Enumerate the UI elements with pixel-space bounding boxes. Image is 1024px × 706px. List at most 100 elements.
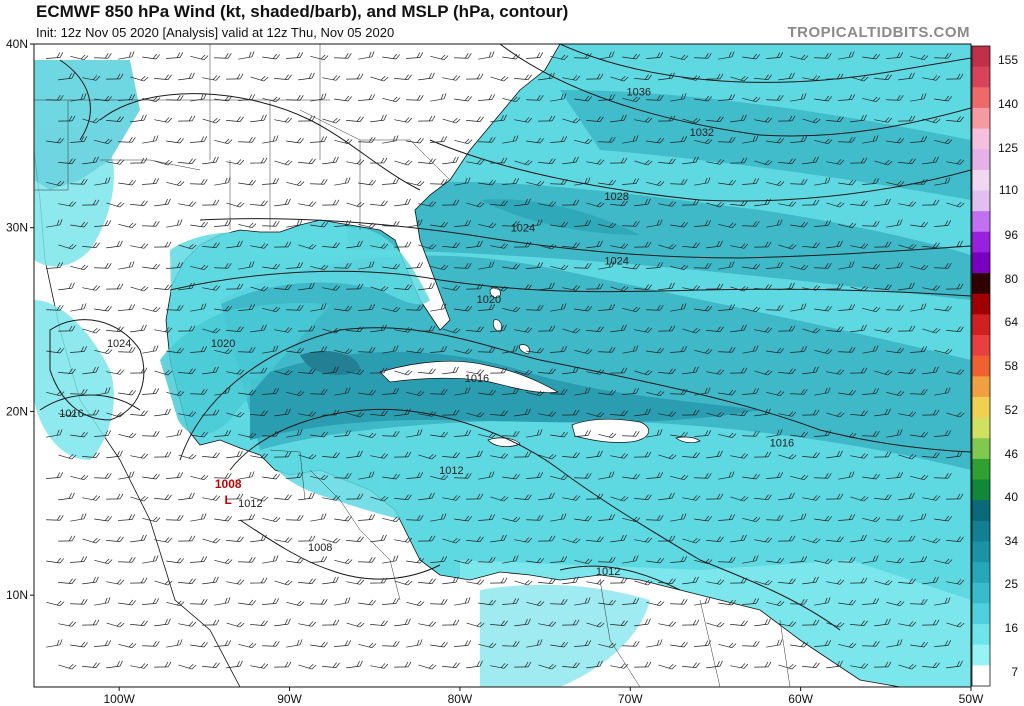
wind-barb xyxy=(154,198,171,207)
wind-barb xyxy=(490,410,508,416)
wind-barb xyxy=(274,408,291,417)
wind-barb xyxy=(850,286,869,292)
wind-barb xyxy=(406,52,424,59)
wind-barb xyxy=(538,158,556,164)
wind-barb xyxy=(574,515,593,522)
wind-barb xyxy=(118,642,137,649)
colorbar-label: 80 xyxy=(1005,272,1019,286)
wind-barb xyxy=(634,241,652,248)
isobar-1020 xyxy=(169,270,971,297)
wind-barb xyxy=(586,536,604,542)
colorbar-label: 140 xyxy=(998,97,1018,111)
wind-barb xyxy=(754,284,772,290)
wind-barb xyxy=(358,432,377,439)
wind-barb xyxy=(382,345,399,354)
wind-barb xyxy=(382,641,400,647)
wind-barb xyxy=(334,53,352,59)
wind-barb xyxy=(454,597,471,606)
wind-barb xyxy=(766,515,784,521)
wind-barb xyxy=(346,116,364,122)
wind-barb xyxy=(442,452,460,458)
wind-barb xyxy=(634,580,653,586)
wind-barb xyxy=(298,282,315,291)
wind-barb xyxy=(382,598,400,605)
wind-barb xyxy=(622,555,639,564)
wind-barb xyxy=(250,114,267,123)
wind-barb xyxy=(802,118,821,124)
colorbar-label: 64 xyxy=(1005,315,1019,329)
wind-barb xyxy=(538,454,557,460)
wind-barb xyxy=(286,390,305,397)
wind-barb xyxy=(670,474,689,481)
wind-barb xyxy=(298,325,316,332)
colorbar-segment xyxy=(972,520,990,542)
wind-barb xyxy=(850,157,868,164)
wind-barb xyxy=(214,597,231,606)
wind-barb xyxy=(286,600,305,607)
wind-barb xyxy=(466,536,484,542)
wind-barb xyxy=(598,514,616,521)
wind-barb xyxy=(334,387,351,396)
wind-barb xyxy=(802,366,819,375)
wind-barb xyxy=(526,600,545,607)
wind-barb xyxy=(730,157,748,164)
wind-barb xyxy=(286,429,303,438)
wind-barb xyxy=(742,345,759,354)
wind-barb xyxy=(298,115,316,122)
wind-barb xyxy=(694,177,711,186)
wind-barb xyxy=(142,431,160,437)
wind-barb xyxy=(466,450,483,459)
wind-barb xyxy=(454,515,473,522)
wind-barb xyxy=(586,369,605,375)
wind-barb xyxy=(154,408,171,417)
wind-barb xyxy=(94,387,111,396)
wind-barb xyxy=(718,94,736,101)
wind-barb xyxy=(550,179,568,185)
lon-tick-label: 60W xyxy=(788,692,813,706)
wind-barb xyxy=(694,138,713,145)
wind-barb xyxy=(58,492,75,501)
wind-barb xyxy=(118,179,137,186)
wind-barb xyxy=(82,576,99,585)
wind-barb xyxy=(214,430,232,437)
wind-barb xyxy=(442,285,461,291)
wind-barb xyxy=(190,221,209,228)
wind-barb xyxy=(442,576,459,585)
wind-barb xyxy=(154,494,172,500)
wind-barb xyxy=(130,157,148,164)
wind-barb xyxy=(334,597,351,606)
wind-barb xyxy=(58,201,77,207)
wind-barb xyxy=(898,492,915,501)
wind-barb xyxy=(898,72,915,81)
wind-barb xyxy=(514,537,533,543)
wind-barb xyxy=(562,156,579,165)
wind-barb xyxy=(730,410,748,416)
wind-barb xyxy=(814,220,832,227)
wind-barb xyxy=(766,600,785,607)
wind-barb xyxy=(622,641,640,647)
wind-barb xyxy=(442,662,460,668)
wind-barb xyxy=(814,473,832,479)
wind-barb xyxy=(742,221,760,227)
wind-barb xyxy=(730,200,748,206)
wind-barb xyxy=(790,389,808,395)
wind-barb xyxy=(898,244,917,250)
wind-barb xyxy=(394,408,411,417)
wind-barb xyxy=(562,242,580,248)
wind-barb xyxy=(214,95,233,102)
wind-barb xyxy=(838,471,855,480)
wind-barb xyxy=(262,555,279,564)
wind-barb xyxy=(358,471,375,480)
wind-barb xyxy=(106,579,125,585)
wind-barb xyxy=(562,409,580,416)
colorbar-segment xyxy=(972,66,990,88)
wind-barb xyxy=(406,557,425,564)
wind-barb xyxy=(178,621,197,627)
wind-barb xyxy=(466,73,484,80)
colorbar-label: 25 xyxy=(1005,577,1019,591)
wind-barb xyxy=(454,430,472,437)
wind-barb xyxy=(166,219,183,228)
wind-barb xyxy=(514,661,532,668)
wind-barb xyxy=(526,180,545,187)
wind-barb xyxy=(610,496,629,502)
